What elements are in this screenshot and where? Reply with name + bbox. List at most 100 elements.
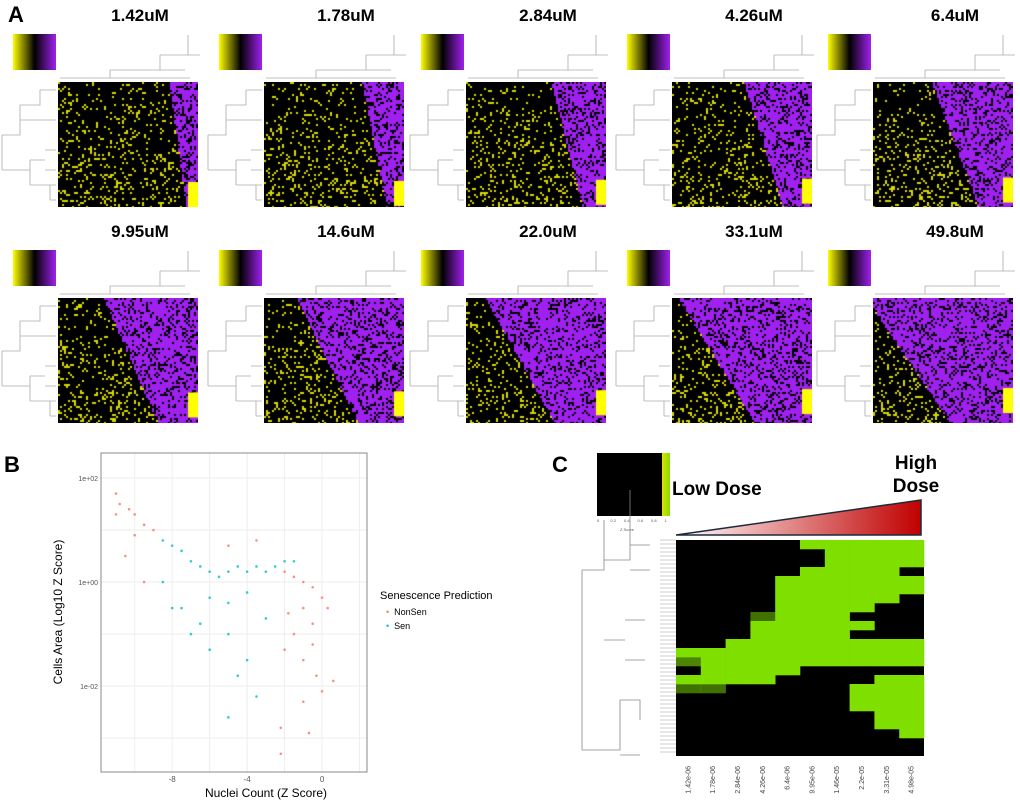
point-sen: [264, 617, 268, 620]
column-label: 2.84e-06: [735, 766, 742, 794]
point-nonsen: [133, 513, 137, 516]
point-nonsen: [302, 606, 305, 610]
high-dose-label: High Dose: [892, 453, 940, 497]
point-sen: [170, 544, 174, 547]
point-sen: [283, 559, 286, 563]
scatter-plot: -8 -4 0 1e+02 1e+00 1e-02: [78, 452, 368, 784]
heatmap-cell: [899, 675, 925, 685]
heatmap: [58, 82, 198, 207]
heatmap-cell: [824, 549, 850, 559]
heatmap-cell: [725, 666, 751, 676]
point-nonsen: [311, 643, 314, 646]
dendrogram: [615, 251, 814, 417]
heatmap-cell: [700, 648, 726, 658]
column-label: 1.42e-06: [685, 766, 692, 794]
x-axis-label: Nuclei Count (Z Score): [204, 786, 328, 800]
heatmap-cell: [899, 540, 925, 550]
heatmap-cell: [800, 576, 826, 586]
heatmap-cell: [700, 666, 726, 676]
heatmap-cell: [899, 585, 925, 595]
heatmap-cell: [775, 657, 801, 667]
heatmap-cell: [800, 594, 826, 604]
heatmap: [466, 82, 606, 207]
heatmap-cell: [899, 693, 925, 703]
legend-tick: 0: [597, 518, 600, 523]
heatmap-cell: [775, 639, 801, 649]
point-nonsen: [279, 752, 283, 756]
heatmap-cell: [800, 612, 826, 622]
heatmap-cell: [750, 612, 776, 622]
heatmap-title: 6.4uM: [930, 6, 980, 25]
point-nonsen: [283, 570, 286, 573]
dendrogram: [409, 35, 608, 201]
point-sen: [208, 648, 211, 652]
heatmap-cell: [899, 639, 925, 649]
heatmap-cell: [824, 630, 850, 640]
dendrogram: [1, 251, 200, 417]
heatmap-cell: [849, 576, 875, 586]
heatmap-cell: [824, 576, 850, 586]
point-sen: [255, 695, 258, 698]
point-nonsen: [331, 679, 335, 683]
legend-label-nonsen: NonSen: [394, 607, 427, 617]
point-nonsen: [152, 528, 155, 532]
x-tick-label: -4: [244, 775, 252, 784]
heatmap-cell: [824, 594, 850, 604]
panel-label-c: C: [552, 452, 568, 477]
heatmap-cell: [824, 540, 850, 550]
heatmap-dendrograms: [409, 35, 608, 201]
heatmap-cell: [775, 612, 801, 622]
column-label: 6.4e-06: [785, 766, 792, 790]
heatmap-cell: [800, 621, 826, 631]
heatmap-cell: [800, 603, 826, 613]
heatmap-cell: [750, 675, 776, 685]
point-nonsen: [320, 596, 324, 599]
point-sen: [208, 570, 211, 573]
column-label: 9.95e-06: [809, 766, 816, 794]
c-legend-bar: [662, 453, 670, 516]
heatmap-cell: [849, 567, 875, 577]
heatmap-cell: [849, 585, 875, 595]
point-sen: [227, 570, 230, 573]
point-nonsen: [133, 533, 137, 537]
point-nonsen: [302, 700, 305, 704]
heatmap-cell: [874, 540, 900, 550]
y-tick-label: 1e+00: [78, 580, 98, 587]
point-sen: [180, 549, 183, 553]
legend-tick: 1: [664, 518, 667, 523]
heatmap-dendrograms: [816, 251, 1015, 417]
c-legend-box: [597, 453, 662, 516]
heatmap-title: 4.26uM: [725, 6, 783, 25]
legend-item-nonsen: • NonSen: [386, 607, 427, 617]
point-nonsen: [279, 726, 283, 730]
point-sen: [292, 559, 296, 563]
heatmap-cell: [849, 549, 875, 559]
heatmap-cell: [874, 576, 900, 586]
heatmap-cell: [874, 558, 900, 568]
point-sen: [198, 565, 202, 568]
heatmap-cell: [775, 621, 801, 631]
legend-item-sen: • Sen: [386, 621, 410, 631]
heatmap-cell: [775, 648, 801, 658]
legend-label-sen: Sen: [394, 621, 411, 631]
heatmap-cell: [775, 666, 801, 676]
heatmap-cell: [800, 630, 826, 640]
heatmap-cell: [874, 684, 900, 694]
legend-title: Senescence Prediction: [380, 590, 493, 602]
heatmap-title: 9.95uM: [111, 222, 169, 241]
heatmap-cell: [700, 684, 726, 694]
heatmap-cell: [750, 666, 776, 676]
heatmap-cell: [800, 585, 826, 595]
heatmap: [672, 298, 812, 423]
heatmap-cell: [750, 621, 776, 631]
heatmap-cell: [874, 639, 900, 649]
point-nonsen: [227, 544, 230, 547]
heatmap-cell: [824, 657, 850, 667]
heatmap-cell: [849, 639, 875, 649]
heatmap-cell: [899, 549, 925, 559]
heatmap-cell: [874, 585, 900, 595]
heatmap-cell: [874, 594, 900, 604]
heatmap-cell: [750, 630, 776, 640]
heatmap-cell: [899, 648, 925, 658]
